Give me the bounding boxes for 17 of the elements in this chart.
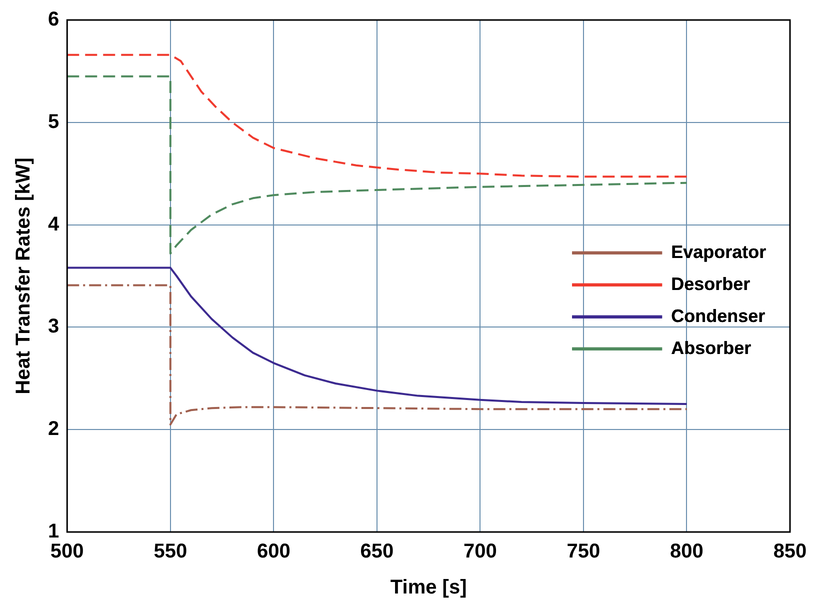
x-tick-label: 850 xyxy=(773,540,807,563)
x-axis-title: Time [s] xyxy=(390,576,467,599)
y-tick-label: 4 xyxy=(48,213,60,236)
line-series xyxy=(67,54,688,178)
x-tick-label: 650 xyxy=(360,540,394,563)
y-tick-label: 1 xyxy=(48,520,60,543)
y-axis-title: Heat Transfer Rates [kW] xyxy=(12,158,35,394)
y-tick-label: 6 xyxy=(48,8,60,31)
x-tick-label: 750 xyxy=(566,540,600,563)
x-tick-label: 550 xyxy=(154,540,188,563)
x-tick-label: 700 xyxy=(464,540,497,563)
x-tick-label: 800 xyxy=(670,540,704,563)
y-tick-label: 3 xyxy=(48,316,60,338)
x-tick-label: 600 xyxy=(256,540,290,563)
y-tick-label: 5 xyxy=(48,110,60,133)
x-tick-label: 500 xyxy=(50,540,84,563)
y-tick-label: 2 xyxy=(48,418,60,440)
